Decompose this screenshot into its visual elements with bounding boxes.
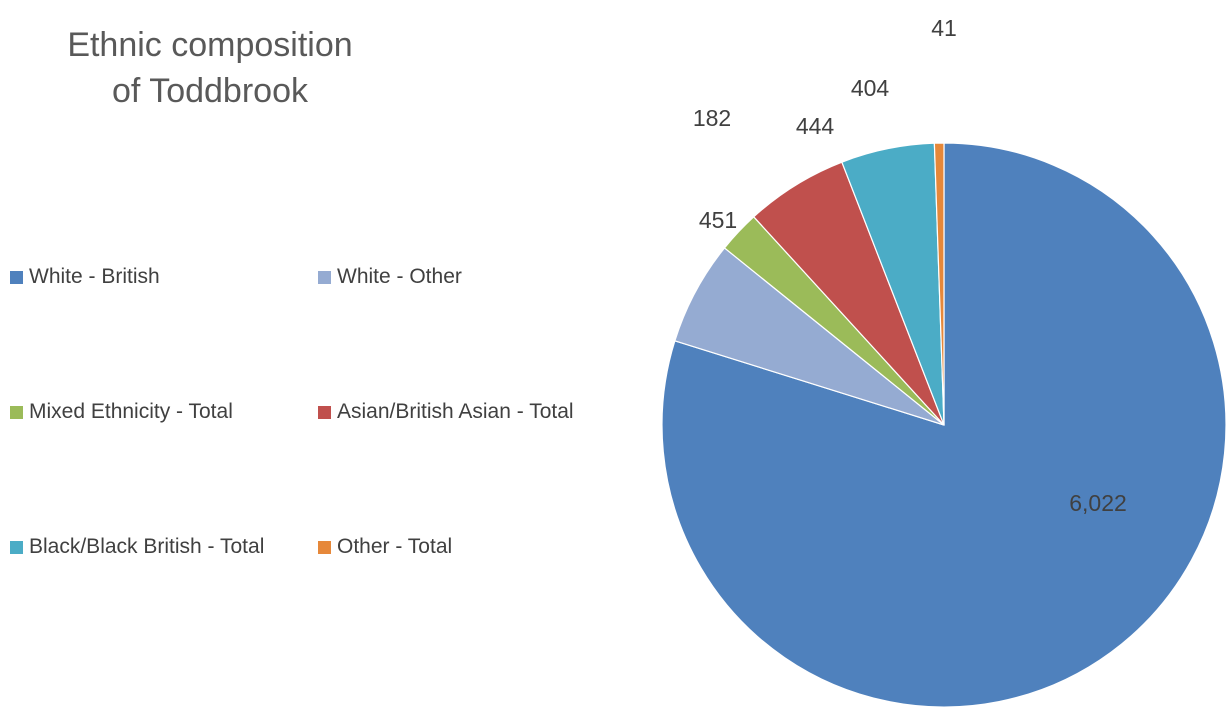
legend-swatch bbox=[10, 541, 23, 554]
legend-swatch bbox=[318, 271, 331, 284]
pie-slice-other-total bbox=[933, 142, 945, 426]
legend-item-asian-british-asian: Asian/British Asian - Total bbox=[318, 397, 574, 532]
legend-label: Other - Total bbox=[337, 535, 453, 558]
data-label: 451 bbox=[699, 207, 737, 233]
legend-item-mixed-ethnicity: Mixed Ethnicity - Total bbox=[10, 397, 318, 532]
data-label: 182 bbox=[693, 105, 731, 131]
legend-item-white-british: White - British bbox=[10, 262, 318, 397]
legend-item-black-british: Black/Black British - Total bbox=[10, 532, 318, 667]
legend-swatch bbox=[10, 406, 23, 419]
chart-title-line-1: Ethnic composition bbox=[67, 26, 353, 64]
legend-item-white-other: White - Other bbox=[318, 262, 462, 397]
legend-swatch bbox=[10, 271, 23, 284]
data-label: 41 bbox=[931, 15, 957, 41]
legend-label: White - British bbox=[29, 265, 160, 288]
legend-swatch bbox=[318, 541, 331, 554]
legend-label: White - Other bbox=[337, 265, 462, 288]
legend-swatch bbox=[318, 406, 331, 419]
legend-label: Black/Black British - Total bbox=[29, 535, 265, 558]
legend-item-other: Other - Total bbox=[318, 532, 452, 667]
chart-title: Ethnic composition of Toddbrook bbox=[60, 22, 360, 114]
legend-row: White - British White - Other bbox=[10, 262, 630, 397]
legend-row: Black/Black British - Total Other - Tota… bbox=[10, 532, 630, 667]
chart-title-line-2: of Toddbrook bbox=[112, 72, 308, 110]
chart-legend: White - British White - Other Mixed Ethn… bbox=[10, 262, 630, 667]
data-label: 6,022 bbox=[1069, 490, 1127, 516]
legend-row: Mixed Ethnicity - Total Asian/British As… bbox=[10, 397, 630, 532]
legend-label: Mixed Ethnicity - Total bbox=[29, 400, 233, 423]
data-label: 404 bbox=[851, 75, 890, 101]
data-label: 444 bbox=[796, 113, 835, 139]
legend-label: Asian/British Asian - Total bbox=[337, 400, 574, 423]
